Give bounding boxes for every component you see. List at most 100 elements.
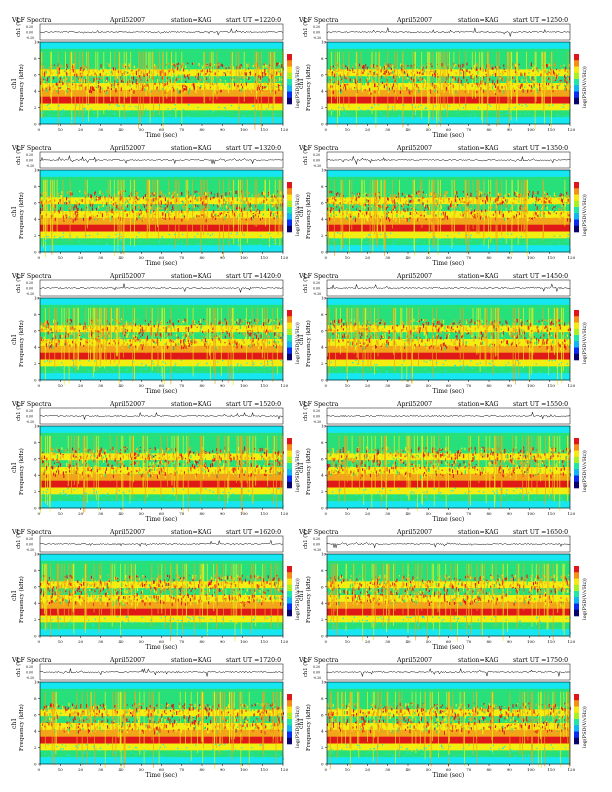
spectral-cell	[396, 202, 398, 206]
spectral-cell	[44, 71, 46, 74]
spectral-cell	[341, 206, 343, 210]
spectral-cell	[346, 88, 348, 90]
spectral-cell	[170, 239, 172, 241]
spectral-cell	[538, 214, 540, 218]
spectral-cell	[389, 198, 391, 203]
spectral-cell	[492, 217, 494, 221]
spectral-cell	[466, 68, 468, 70]
spectral-cell	[262, 201, 264, 203]
spectral-cell	[56, 71, 58, 75]
sferic-streak	[517, 51, 518, 109]
spectral-cell	[410, 207, 412, 209]
spectral-cell	[457, 120, 459, 122]
spectral-cell	[197, 86, 199, 90]
spectral-cell	[137, 206, 139, 211]
spectral-cell	[122, 87, 124, 91]
spectral-cell	[395, 196, 397, 198]
sferic-streak	[113, 179, 115, 256]
spectral-cell	[418, 89, 420, 93]
spectral-cell	[212, 196, 214, 199]
spectral-cell	[236, 207, 238, 210]
spectral-cell	[358, 84, 360, 89]
freq-band	[327, 42, 570, 50]
spectral-cell	[442, 218, 444, 221]
spectral-cell	[258, 319, 260, 322]
spectral-cell	[248, 76, 250, 80]
spectral-cell	[413, 64, 415, 66]
spectral-cell	[116, 104, 118, 106]
spectral-cell	[106, 89, 108, 91]
spectral-cell	[397, 211, 399, 213]
spectral-cell	[191, 331, 193, 334]
spectral-cell	[518, 66, 520, 69]
spectral-cell	[532, 115, 534, 117]
spectral-cell	[361, 70, 363, 75]
spectral-cell	[233, 212, 235, 216]
spectral-cell	[480, 197, 482, 201]
spectral-cell	[405, 203, 407, 207]
spectral-cell	[174, 199, 176, 204]
spectral-cell	[270, 319, 272, 322]
spectral-cell	[239, 90, 241, 95]
spectral-cell	[556, 114, 558, 116]
spectral-cell	[40, 81, 42, 85]
spectral-cell	[106, 190, 108, 193]
spectral-cell	[274, 339, 276, 344]
spectral-cell	[327, 207, 329, 210]
spectral-cell	[406, 87, 408, 91]
spectral-cell	[236, 231, 238, 234]
spectral-cell	[276, 78, 278, 82]
spectral-cell	[46, 328, 48, 331]
spectral-cell	[68, 200, 70, 203]
sferic-streak	[433, 179, 435, 250]
spectral-cell	[174, 81, 176, 84]
spectral-cell	[181, 242, 183, 244]
spectral-cell	[194, 340, 196, 344]
sferic-streak	[69, 51, 71, 94]
spectral-cell	[543, 246, 545, 248]
spectral-cell	[241, 190, 243, 193]
spectral-cell	[415, 67, 417, 69]
spectral-cell	[464, 84, 466, 89]
spectral-cell	[417, 75, 419, 79]
spectral-cell	[480, 215, 482, 218]
spectral-cell	[135, 73, 137, 76]
spectral-cell	[499, 89, 501, 93]
spectral-cell	[471, 217, 473, 222]
spectral-cell	[339, 247, 341, 249]
sferic-streak	[151, 51, 153, 90]
freq-band	[327, 245, 570, 253]
spectral-cell	[254, 115, 256, 117]
spectral-cell	[117, 342, 119, 346]
spectral-cell	[480, 87, 482, 91]
spectral-cell	[279, 71, 281, 74]
spectral-cell	[359, 81, 361, 83]
spectral-cell	[332, 78, 334, 81]
spectral-cell	[556, 76, 558, 78]
spectral-cell	[537, 89, 539, 93]
spectral-cell	[456, 210, 458, 212]
spectral-cell	[515, 195, 517, 197]
spectral-cell	[183, 215, 185, 218]
spectral-cell	[344, 218, 346, 221]
spectral-cell	[98, 211, 100, 215]
spectral-cell	[161, 83, 163, 86]
spectral-cell	[483, 83, 485, 85]
spectral-cell	[405, 64, 407, 69]
spectral-cell	[196, 190, 198, 193]
spectral-cell	[567, 234, 569, 236]
spectral-cell	[539, 213, 541, 217]
spectral-cell	[499, 215, 501, 217]
spectral-cell	[57, 322, 59, 325]
spectral-cell	[211, 335, 213, 337]
spectral-cell	[125, 328, 127, 331]
spectral-cell	[56, 83, 58, 86]
spectral-cell	[194, 190, 196, 194]
spectral-cell	[531, 78, 533, 80]
spectral-cell	[443, 80, 445, 82]
spectral-cell	[568, 219, 570, 221]
spectral-cell	[258, 74, 260, 79]
spectral-cell	[45, 68, 47, 72]
spectral-cell	[480, 68, 482, 71]
spectral-cell	[167, 114, 170, 116]
